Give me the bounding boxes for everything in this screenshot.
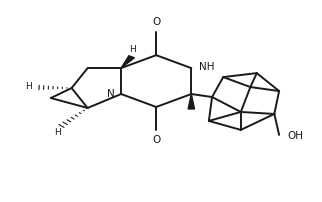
Text: H: H (25, 82, 32, 91)
Text: NH: NH (199, 62, 214, 72)
Polygon shape (188, 94, 194, 109)
Text: O: O (152, 135, 160, 145)
Text: OH: OH (287, 131, 303, 141)
Polygon shape (121, 56, 134, 68)
Text: N: N (107, 89, 115, 99)
Text: O: O (152, 17, 160, 27)
Text: H: H (54, 128, 61, 138)
Text: H: H (129, 45, 136, 54)
